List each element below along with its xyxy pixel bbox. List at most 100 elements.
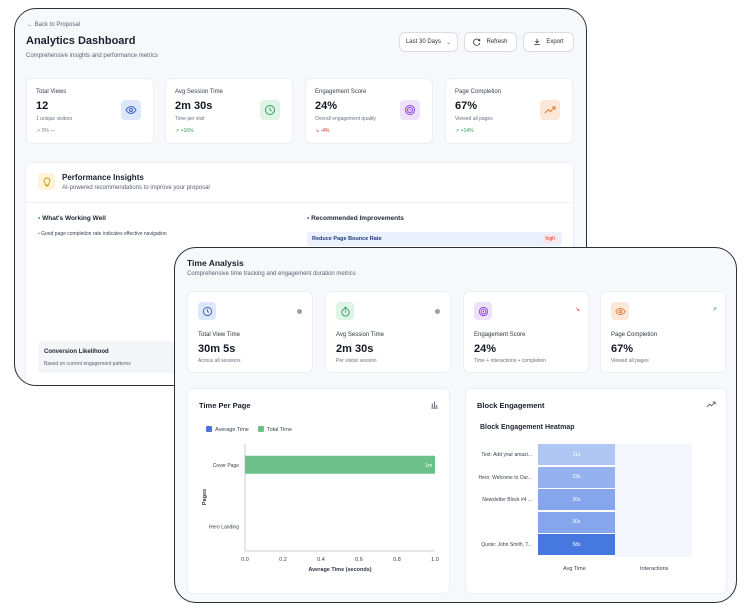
category-label: Cover Page (213, 463, 240, 469)
panel-title: Time Per Page (199, 401, 251, 410)
kpi-trend: ↘ -4% (315, 128, 330, 134)
kpi-card-total-views: Total Views 12 1 unique visitors ↗ 0% — (26, 78, 154, 144)
refresh-label: Refresh (486, 39, 508, 45)
heatmap-cell[interactable]: 30s (538, 511, 615, 534)
back-to-proposal-link[interactable]: ← Back to Proposal (27, 22, 81, 28)
conversion-title: Conversion Likelihood (44, 349, 109, 355)
kpi-trend: ↗ 0% — (36, 128, 56, 134)
heatmap-cell[interactable]: 11s (538, 444, 615, 466)
kpi-label: Total Views (36, 89, 67, 95)
time-per-page-panel: Time Per Page Average Time Total Time 0.… (187, 388, 450, 594)
page-subtitle: Comprehensive insights and performance m… (26, 53, 159, 59)
improvements-heading: • Recommended Improvements (307, 215, 404, 222)
heatmap-cell[interactable]: 23s (538, 466, 615, 489)
heatmap-cell[interactable]: 58s (538, 534, 615, 557)
time-card-label: Engagement Score (474, 332, 526, 338)
kpi-sub: Viewed all pages (455, 116, 493, 122)
target-icon (474, 302, 492, 320)
kpi-card-avg-session: Avg Session Time 2m 30s Time per visit ↗… (165, 78, 293, 144)
heatmap-row-label: Quote: John Smith, T... (481, 542, 532, 549)
heatmap-col-label: Avg Time (563, 566, 586, 572)
blue-dot-icon: • (307, 215, 312, 222)
kpi-card-page-completion: Page Completion 67% Viewed all pages ↗ +… (445, 78, 573, 144)
bar-total-time (245, 455, 435, 474)
kpi-sub: Overall engagement quality (315, 116, 376, 122)
category-label: Hero Landing (209, 524, 239, 530)
trend-up-icon: ↗ (455, 128, 461, 134)
green-dot-icon: • (38, 231, 42, 237)
clock-icon (260, 100, 280, 120)
heatmap-row-label: Newsletter Block #4 ... (482, 497, 532, 504)
time-card-value: 2m 30s (336, 343, 374, 355)
trend-down-icon: ↘ (315, 128, 321, 134)
bar-data-label: 1m (425, 463, 432, 469)
x-tick-label: 0.4 (317, 557, 325, 563)
kpi-label: Engagement Score (315, 89, 367, 95)
kpi-card-engagement: Engagement Score 24% Overall engagement … (305, 78, 433, 144)
heatmap-row-label: Text: Add your amazi... (481, 452, 532, 458)
x-axis-label: Average Time (seconds) (308, 567, 371, 573)
time-card-value: 24% (474, 343, 497, 355)
improvement-title: Reduce Page Bounce Rate (312, 236, 382, 242)
time-analysis-window: Time Analysis Comprehensive time trackin… (174, 247, 737, 603)
heatmap-col-label: Interactions (640, 566, 669, 572)
kpi-value: 2m 30s (175, 100, 213, 112)
heatmap-interactions-column (615, 444, 692, 557)
x-tick-label: 0.6 (355, 557, 363, 563)
status-dot (435, 309, 440, 314)
legend-item-total: Total Time (257, 426, 292, 433)
improvement-item[interactable]: Reduce Page Bounce Rate high (307, 232, 562, 246)
time-card-sub: Across all sessions (198, 358, 241, 364)
trend-up-icon: ↗ (175, 128, 181, 134)
export-button[interactable]: Export (523, 32, 574, 52)
legend-swatch (206, 426, 212, 432)
chevron-down-icon: ⌄ (446, 39, 452, 46)
legend-swatch (257, 426, 264, 432)
heatmap-cell[interactable]: 30s (538, 489, 615, 512)
kpi-sub: 1 unique visitors (36, 116, 73, 122)
time-card-value: 67% (611, 343, 634, 355)
working-well-item: • Good page completion rate indicates ef… (38, 231, 167, 237)
time-card-label: Avg Session Time (336, 332, 384, 338)
kpi-value: 12 (36, 100, 49, 112)
download-icon (534, 38, 541, 45)
trending-up-icon (540, 100, 560, 120)
time-per-page-chart: 0.0 0.2 0.4 0.6 0.8 1.0 Average Time (seconds)… (202, 444, 439, 573)
kpi-label: Page Completion (455, 89, 502, 95)
kpi-value: 67% (455, 100, 478, 112)
kpi-trend: ↗ +14% (455, 128, 474, 134)
time-card-avg-session: Avg Session Time 2m 30s Per visitor sess… (325, 291, 451, 373)
x-tick-label: 1.0 (431, 557, 439, 563)
chart-legend: Average Time Total Time (206, 426, 292, 433)
bar-chart-icon[interactable] (430, 400, 439, 411)
y-axis-label: Pages (202, 489, 208, 505)
kpi-sub: Time per visit (175, 116, 205, 122)
kpi-label: Avg Session Time (175, 89, 223, 95)
time-card-sub: Per visitor session (336, 358, 377, 364)
time-card-page-completion: ↗ Page Completion 67% Viewed all pages (600, 291, 726, 373)
time-card-label: Page Completion (611, 332, 658, 338)
priority-badge: high (542, 235, 558, 243)
trending-up-icon[interactable] (706, 400, 716, 411)
time-card-sub: Viewed all pages (611, 358, 649, 364)
stopwatch-icon (336, 302, 354, 320)
time-card-total-view: Total View Time 30m 5s Across all sessio… (187, 291, 313, 373)
period-select-value: Last 30 Days (405, 39, 441, 45)
x-tick-label: 0.2 (279, 557, 287, 563)
trend-icon: ↗ (36, 128, 42, 134)
insights-subtitle: AI-powered recommendations to improve yo… (62, 185, 210, 191)
target-icon (400, 100, 420, 120)
kpi-trend: ↗ +16% (175, 128, 194, 134)
trend-up-icon: ↗ (711, 307, 717, 313)
period-select[interactable]: Last 30 Days ⌄ (399, 32, 458, 52)
time-card-sub: Time + interactions + completion (474, 358, 547, 364)
time-card-label: Total View Time (198, 332, 240, 338)
heatmap-row-label: Hero: Welcome to Our... (478, 474, 532, 481)
conversion-sub: Based on current engagement patterns (44, 361, 131, 367)
export-label: Export (546, 39, 564, 45)
refresh-button[interactable]: Refresh (464, 32, 517, 52)
kpi-value: 24% (315, 100, 338, 112)
refresh-icon (473, 38, 481, 46)
x-tick-label: 0.8 (393, 557, 401, 563)
heatmap-title: Block Engagement Heatmap (480, 424, 575, 431)
